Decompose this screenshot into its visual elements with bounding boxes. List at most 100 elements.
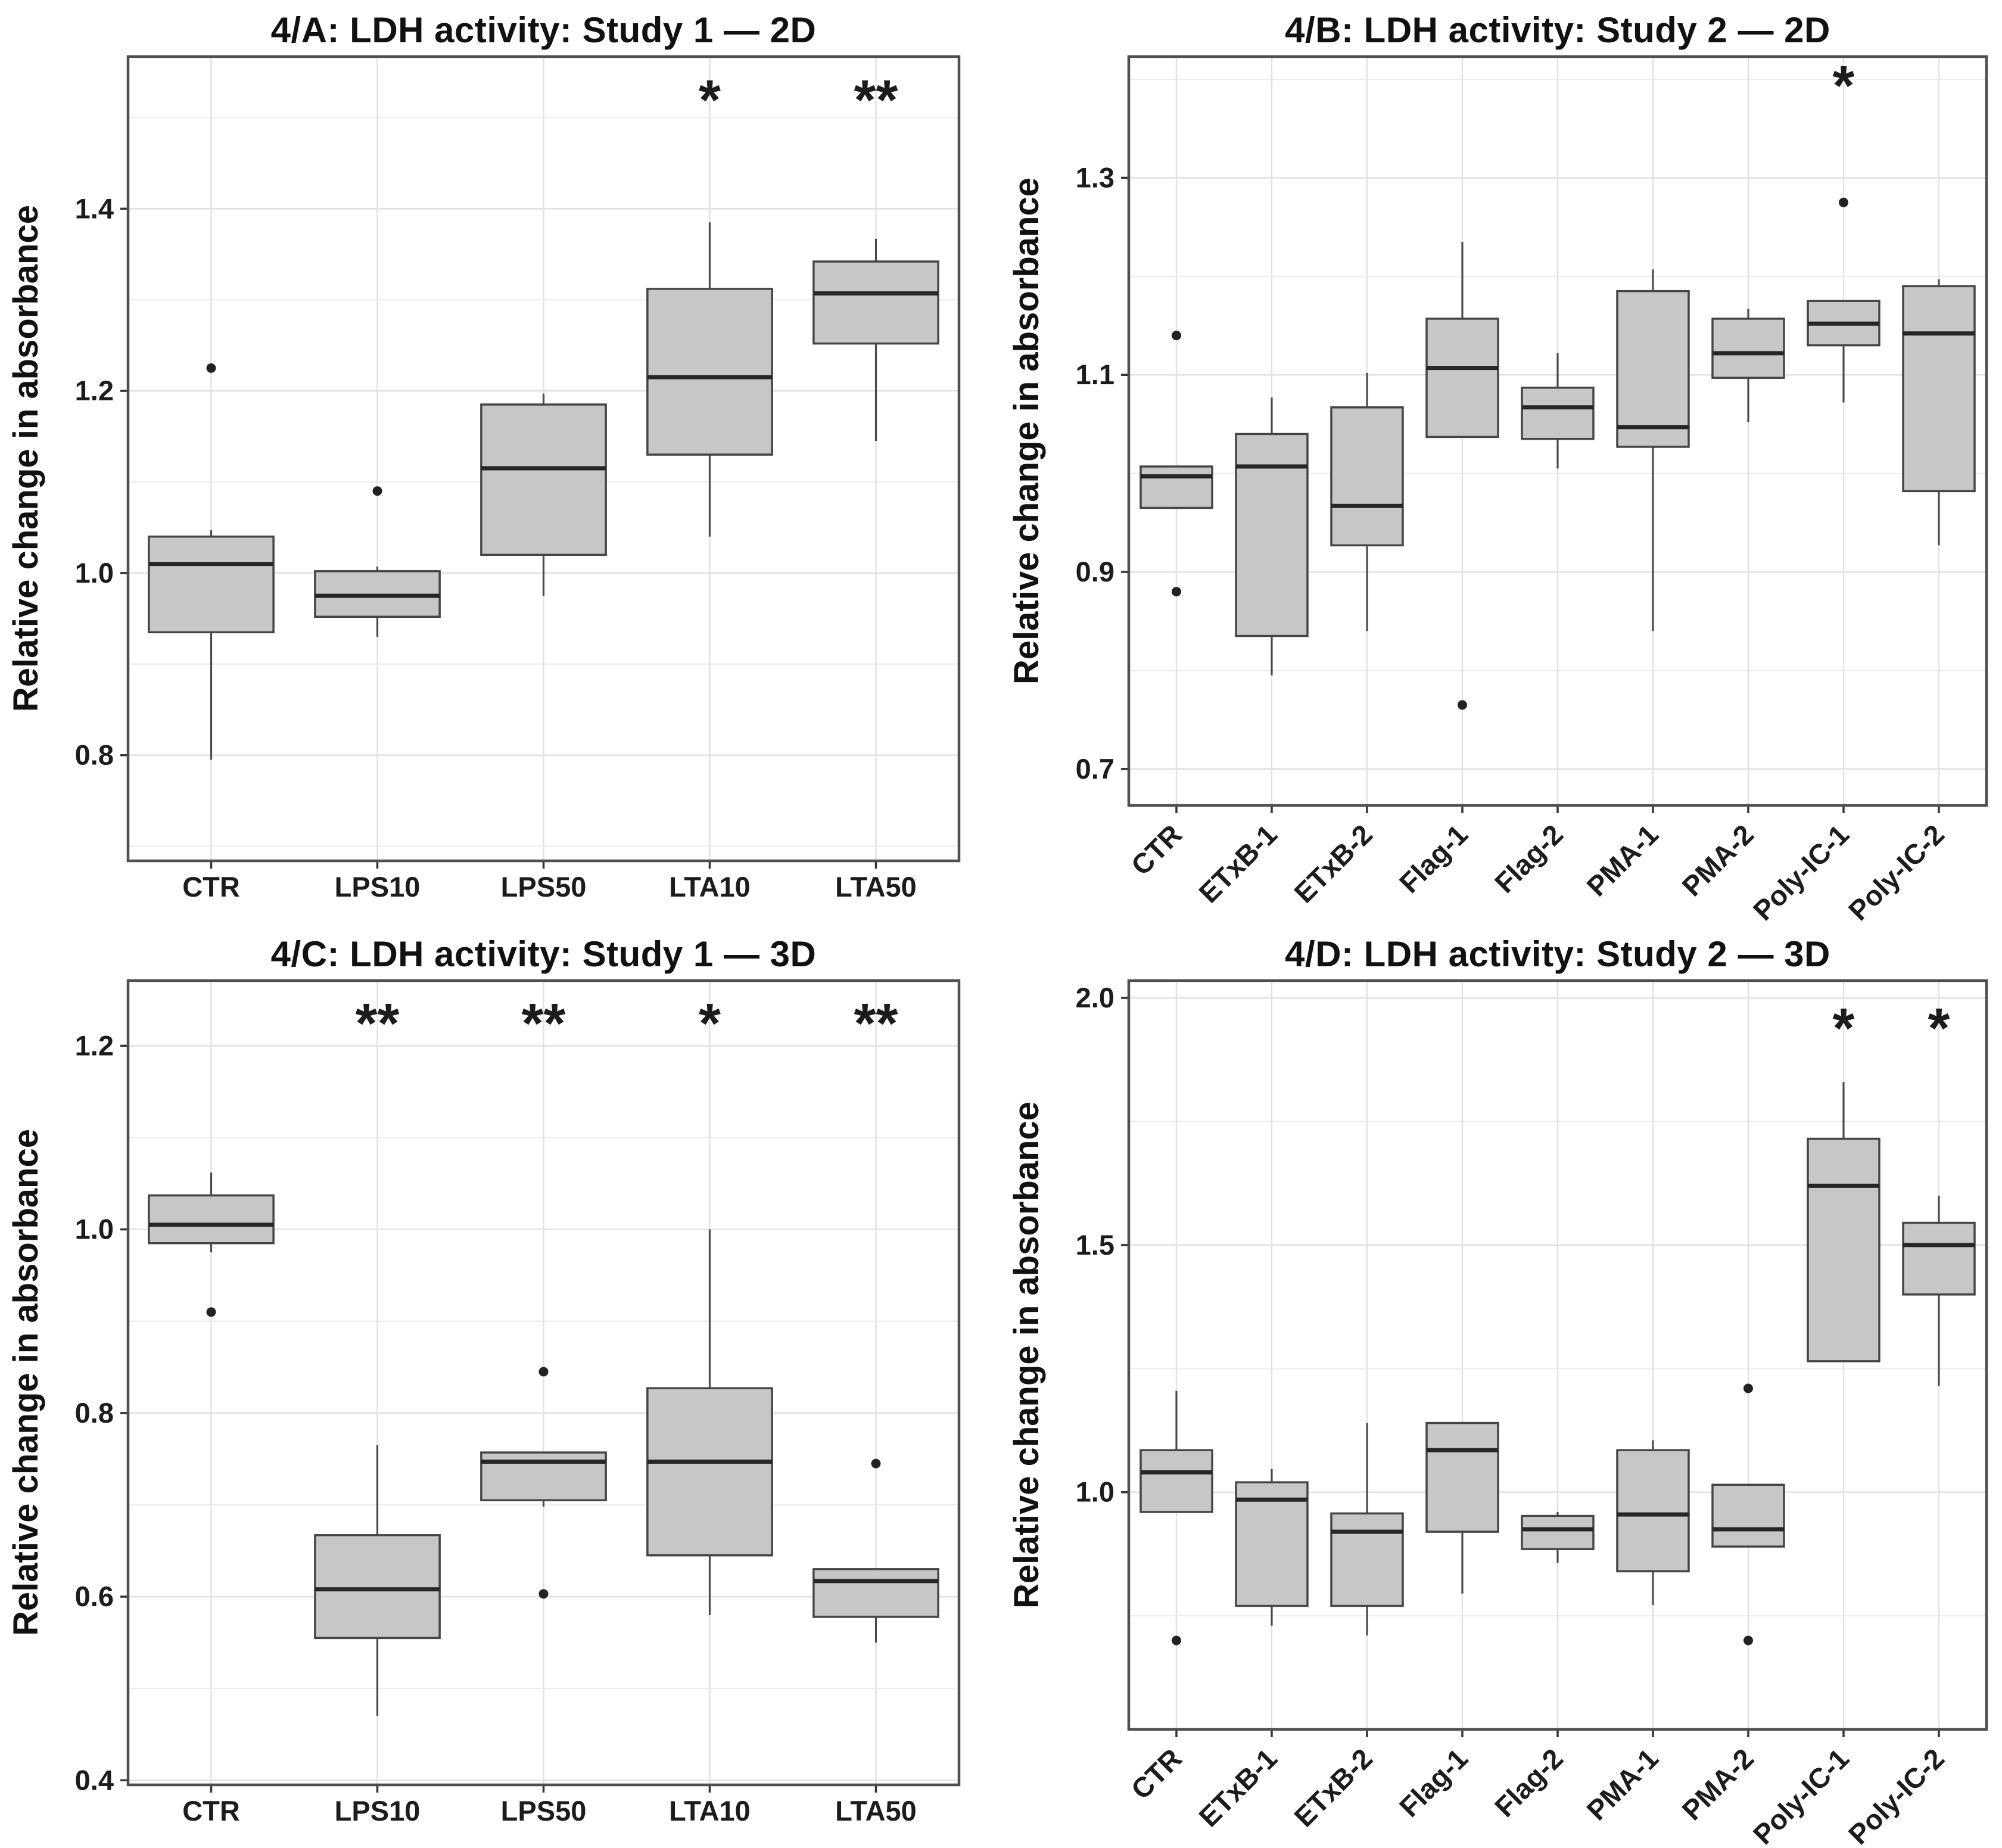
- box-Flag-1: [1425, 318, 1499, 438]
- outlier-PMA-2: [1743, 1635, 1753, 1645]
- outlier-Flag-1: [1458, 700, 1467, 710]
- y-tick-label-1.4: 1.4: [75, 192, 114, 224]
- box-Poly-IC-2: [1902, 1221, 1976, 1296]
- x-tick-label-Flag-1: Flag-1: [1393, 1743, 1474, 1823]
- box-LPS10: [314, 1534, 441, 1639]
- box-Flag-2: [1521, 386, 1595, 440]
- outlier-CTR: [1172, 587, 1181, 597]
- x-tick-label-CTR: CTR: [182, 1795, 240, 1827]
- outlier-CTR: [1172, 1635, 1181, 1645]
- x-tick-label-PMA-2: PMA-2: [1676, 819, 1760, 903]
- panel-border: [126, 55, 961, 863]
- y-tick-label-0.8: 0.8: [75, 1397, 114, 1429]
- x-tick-label-LTA10: LTA10: [669, 871, 751, 903]
- x-tick-label-ETxB-2: ETxB-2: [1288, 819, 1378, 909]
- x-tick-label-PMA-1: PMA-1: [1580, 819, 1664, 903]
- box-CTR: [1139, 465, 1213, 509]
- x-tick-label-LPS50: LPS50: [501, 871, 587, 903]
- box-Flag-1: [1425, 1421, 1499, 1533]
- outlier-CTR: [206, 363, 216, 373]
- x-tick-label-ETxB-1: ETxB-1: [1193, 1743, 1283, 1833]
- box-PMA-2: [1711, 1483, 1785, 1548]
- significance-Poly-IC-2: *: [1928, 997, 1950, 1060]
- x-tick-label-LTA50: LTA50: [835, 871, 917, 903]
- x-tick-label-LTA50: LTA50: [835, 1795, 917, 1827]
- box-CTR: [1139, 1449, 1213, 1513]
- significance-Poly-IC-1: *: [1833, 54, 1855, 117]
- panel-border: [126, 979, 961, 1787]
- significance-LPS50: **: [522, 992, 566, 1055]
- y-tick-label-1.5: 1.5: [1076, 1229, 1114, 1261]
- y-tick-label-1.1: 1.1: [1076, 359, 1114, 390]
- panel-4B-title: 4/B: LDH activity: Study 2 — 2D: [1285, 10, 1830, 50]
- y-tick-label-0.9: 0.9: [1076, 556, 1114, 587]
- x-tick-label-CTR: CTR: [182, 871, 240, 903]
- panel-4C: 4/C: LDH activity: Study 1 — 3D Relative…: [0, 924, 1001, 1848]
- outlier-LPS50: [538, 1367, 549, 1377]
- box-Flag-2: [1521, 1514, 1595, 1550]
- panel-border: [1127, 55, 1988, 807]
- y-tick-label-1.2: 1.2: [75, 1029, 114, 1061]
- outlier-LPS10: [372, 486, 382, 496]
- box-Poly-IC-2: [1902, 285, 1976, 493]
- x-tick-label-ETxB-2: ETxB-2: [1288, 1743, 1378, 1833]
- x-tick-label-LTA10: LTA10: [669, 1795, 751, 1827]
- box-LPS50: [480, 403, 607, 556]
- y-tick-label-0.8: 0.8: [75, 739, 114, 771]
- box-ETxB-1: [1235, 433, 1309, 637]
- box-CTR: [148, 535, 275, 634]
- x-tick-label-CTR: CTR: [1125, 1743, 1188, 1806]
- box-PMA-1: [1616, 290, 1690, 448]
- box-Poly-IC-1: [1807, 1137, 1880, 1362]
- x-tick-label-PMA-2: PMA-2: [1676, 1743, 1760, 1827]
- box-LTA50: [812, 260, 939, 345]
- significance-LTA10: *: [699, 992, 721, 1055]
- panel-4D: 4/D: LDH activity: Study 2 — 3D Relative…: [1001, 924, 2001, 1848]
- x-tick-label-ETxB-1: ETxB-1: [1193, 819, 1283, 909]
- y-tick-label-1.3: 1.3: [1076, 161, 1114, 193]
- y-tick-label-1: 1.0: [1076, 1476, 1114, 1508]
- box-LTA50: [812, 1568, 939, 1618]
- x-tick-label-Poly-IC-1: Poly-IC-1: [1747, 1743, 1855, 1848]
- x-tick-label-LPS50: LPS50: [501, 1795, 587, 1827]
- x-tick-label-PMA-1: PMA-1: [1580, 1743, 1664, 1827]
- x-tick-label-CTR: CTR: [1125, 819, 1188, 882]
- y-tick-label-1: 1.0: [75, 1214, 114, 1245]
- box-ETxB-2: [1330, 1512, 1404, 1607]
- box-LTA10: [646, 1387, 773, 1557]
- panel-4A-title: 4/A: LDH activity: Study 1 — 2D: [270, 10, 817, 50]
- y-tick-label-1: 1.0: [75, 557, 114, 589]
- box-CTR: [148, 1194, 275, 1245]
- y-tick-label-0.6: 0.6: [75, 1581, 114, 1612]
- box-ETxB-2: [1330, 406, 1404, 547]
- y-tick-label-0.7: 0.7: [1076, 753, 1114, 785]
- box-ETxB-1: [1235, 1481, 1309, 1607]
- outlier-LPS50: [538, 1589, 549, 1599]
- x-tick-label-Poly-IC-2: Poly-IC-2: [1842, 819, 1951, 924]
- y-tick-label-2: 2.0: [1076, 982, 1114, 1013]
- x-tick-label-Poly-IC-1: Poly-IC-1: [1747, 819, 1855, 924]
- significance-LTA50: **: [854, 69, 898, 132]
- outlier-Poly-IC-1: [1839, 197, 1848, 207]
- significance-LTA10: *: [699, 69, 721, 132]
- significance-LPS10: **: [356, 992, 400, 1055]
- y-tick-label-1.2: 1.2: [75, 375, 114, 406]
- panel-4B-boxplot: * 0.7 0.9 1.1 1.3 CTR ETxB-1 ETxB-2 Flag-1 Flag-2…: [1076, 54, 1988, 924]
- significance-Poly-IC-1: *: [1833, 997, 1855, 1060]
- x-tick-label-LPS10: LPS10: [335, 1795, 421, 1827]
- x-tick-label-Flag-2: Flag-2: [1489, 1743, 1569, 1823]
- panel-4A: 4/A: LDH activity: Study 1 — 2D Relative…: [0, 0, 1001, 924]
- box-PMA-2: [1711, 318, 1785, 379]
- outlier-CTR: [206, 1307, 216, 1317]
- significance-LTA50: **: [854, 992, 898, 1055]
- x-tick-label-LPS10: LPS10: [335, 871, 421, 903]
- outlier-LTA50: [871, 1458, 881, 1469]
- x-tick-label-Poly-IC-2: Poly-IC-2: [1842, 1743, 1951, 1848]
- outlier-PMA-2: [1743, 1383, 1753, 1393]
- y-tick-label-0.4: 0.4: [75, 1764, 114, 1796]
- box-PMA-1: [1616, 1449, 1690, 1573]
